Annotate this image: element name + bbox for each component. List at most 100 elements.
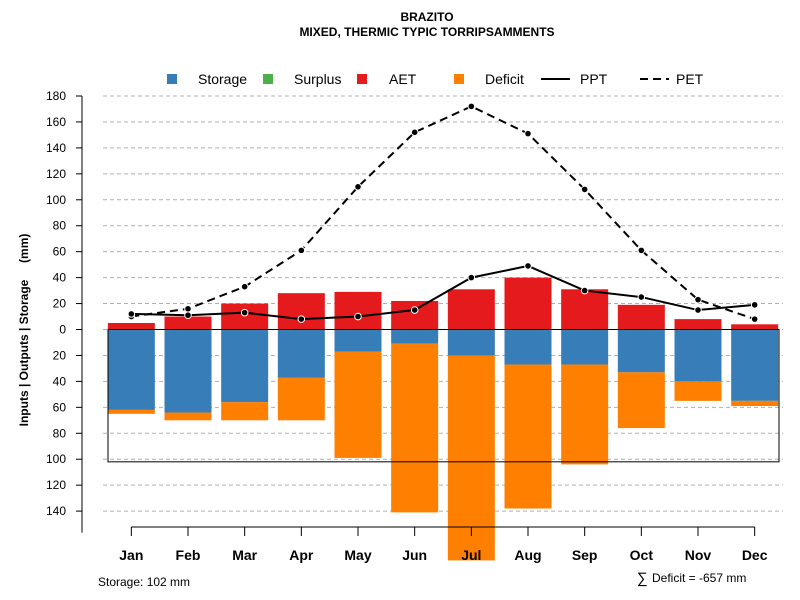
x-tick-label: Dec (742, 547, 768, 563)
storage-bar (731, 329, 779, 401)
aet-bar (277, 293, 325, 330)
legend-swatch-deficit (454, 74, 464, 84)
gridlines (103, 95, 783, 512)
sum-symbol: ∑ (637, 570, 648, 587)
x-tick-label: Jun (402, 547, 427, 563)
y-tick-label: 40 (53, 374, 67, 388)
legend-swatch-surplus (263, 74, 273, 84)
storage-bar (334, 329, 382, 352)
x-tick-label: Sep (572, 547, 598, 563)
ppt-line (131, 264, 755, 321)
legend-label-pet: PET (676, 71, 704, 87)
pet-point (524, 129, 532, 138)
y-tick-label: 160 (46, 115, 66, 129)
bars (107, 277, 780, 561)
aet-bar (334, 291, 382, 330)
y-tick-label: 0 (59, 323, 66, 337)
aet-bar (504, 277, 552, 330)
y-tick-label: 140 (46, 504, 66, 518)
storage-bar (674, 329, 722, 382)
y-tick-label: 20 (53, 297, 67, 311)
pet-point (637, 246, 646, 255)
y-tick-label: 60 (53, 245, 67, 259)
ppt-point (580, 286, 589, 295)
ppt-point (184, 311, 192, 320)
aet-bar (617, 304, 665, 330)
pet-point (580, 185, 589, 194)
y-tick-label: 120 (46, 478, 66, 492)
storage-bar (277, 329, 325, 378)
ppt-point (524, 262, 532, 270)
deficit-bar (617, 372, 665, 429)
storage-bar (447, 329, 495, 356)
storage-bar (617, 329, 665, 373)
x-tick-label: May (344, 547, 371, 563)
ppt-point (354, 312, 362, 321)
y-tick-label: 100 (46, 452, 66, 466)
aet-bar (221, 303, 269, 330)
axes: 180 160 140 120 100 80 60 40 20 0 20 40 60 80 100 120 14… (46, 89, 768, 563)
deficit-note: Deficit = -657 mm (652, 571, 746, 585)
ppt-point (410, 306, 419, 314)
y-tick-label: 20 (53, 348, 67, 362)
deficit-bar (334, 351, 382, 458)
x-tick-label: Mar (232, 547, 257, 563)
x-tick-label: Apr (289, 547, 314, 563)
lines (127, 102, 759, 323)
storage-bar (504, 329, 552, 365)
x-tick-label: Nov (685, 547, 712, 563)
aet-bar (391, 300, 439, 330)
aet-bar (561, 289, 609, 330)
aet-bar (447, 289, 495, 330)
storage-bar (164, 329, 212, 413)
ppt-point (127, 310, 136, 318)
pet-point (410, 128, 419, 137)
deficit-bar (504, 364, 552, 509)
storage-bar (561, 329, 609, 365)
deficit-bar (164, 412, 212, 421)
y-axis-label: Inputs | Outputs | Storage (mm) (17, 234, 31, 427)
storage-bar (107, 329, 155, 410)
pet-point (240, 282, 249, 291)
chart-title: BRAZITO (400, 10, 453, 24)
pet-point (467, 102, 476, 111)
deficit-bar (731, 400, 779, 407)
aet-bar (731, 324, 779, 330)
deficit-bar (447, 355, 495, 561)
ppt-point (467, 273, 476, 282)
deficit-bar (107, 409, 155, 414)
x-tick-label: Aug (514, 547, 541, 563)
ppt-point (694, 306, 702, 314)
y-tick-label: 180 (46, 89, 66, 103)
pet-point (184, 304, 192, 313)
legend: Storage Surplus AET Deficit PPT PET (167, 71, 704, 87)
legend-label-storage: Storage (198, 71, 247, 87)
deficit-bar (391, 343, 439, 513)
aet-bar (107, 323, 155, 330)
pet-point (694, 295, 702, 304)
pet-point (354, 183, 362, 191)
x-tick-label: Oct (630, 547, 654, 563)
ppt-point (750, 301, 759, 309)
y-tick-label: 120 (46, 167, 66, 181)
deficit-bar (277, 377, 325, 421)
y-tick-label: 40 (53, 271, 67, 285)
x-tick-label: Jul (461, 547, 481, 563)
y-tick-label: 80 (53, 219, 67, 233)
ppt-point (637, 293, 646, 301)
storage-bar (391, 329, 439, 344)
aet-bar (674, 319, 722, 330)
legend-swatch-aet (357, 74, 367, 84)
y-tick-label: 60 (53, 400, 67, 414)
pet-line (131, 105, 755, 321)
legend-label-aet: AET (389, 71, 417, 87)
legend-swatch-storage (167, 74, 177, 84)
chart-subtitle: MIXED, THERMIC TYPIC TORRIPSAMMENTS (299, 25, 554, 39)
storage-note: Storage: 102 mm (98, 575, 190, 589)
storage-capacity-box (107, 329, 780, 463)
deficit-bar (221, 402, 269, 421)
legend-label-surplus: Surplus (294, 71, 341, 87)
pet-point (297, 246, 306, 255)
storage-bar (221, 329, 269, 403)
